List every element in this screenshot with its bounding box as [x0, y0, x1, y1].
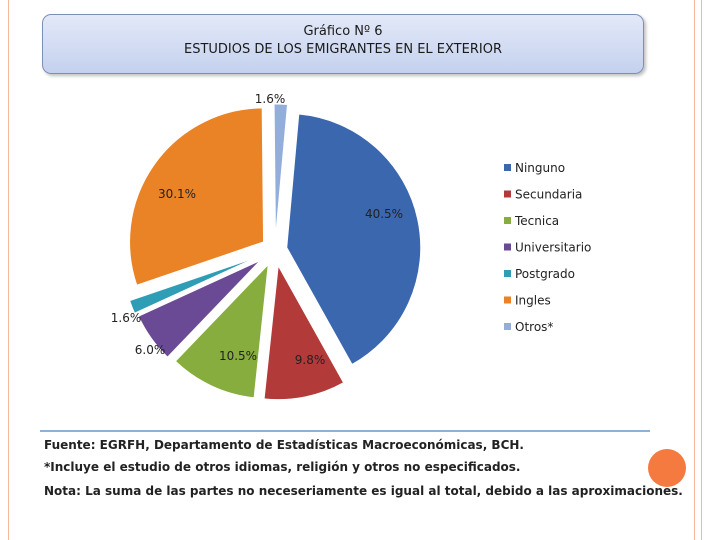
legend-label: Ingles	[515, 294, 551, 308]
chart-title: ESTUDIOS DE LOS EMIGRANTES EN EL EXTERIO…	[184, 42, 502, 57]
right-border-line-2	[701, 0, 702, 540]
data-label-otros: 1.6%	[255, 92, 286, 106]
pie-slice-universitario	[137, 259, 261, 358]
footnote-rounding: Nota: La suma de las partes no neceseria…	[44, 484, 683, 498]
pie-slice-postgrado	[128, 256, 257, 314]
chart-title-number: Gráfico Nº 6	[303, 24, 383, 39]
legend: Ninguno Secundaria Tecnica Universitario Pos…	[504, 161, 591, 334]
pie-slice-ninguno	[286, 113, 422, 366]
legend-label: Otros*	[515, 320, 553, 334]
data-label-tecnica: 10.5%	[219, 349, 257, 363]
pie-slices	[128, 103, 422, 401]
legend-swatch	[504, 270, 511, 277]
decorative-circle	[648, 449, 686, 487]
right-border-line-1	[694, 0, 695, 540]
legend-label: Ninguno	[515, 161, 565, 175]
legend-swatch	[504, 164, 511, 171]
pie-chart: 40.5% 9.8% 10.5% 6.0% 1.6% 30.1% 1.6% Ninguno S…	[111, 92, 591, 401]
legend-swatch	[504, 243, 511, 251]
legend-swatch	[504, 217, 511, 224]
pie-slice-ingles	[129, 107, 265, 286]
data-label-postgrado: 1.6%	[111, 311, 142, 325]
data-label-universitario: 6.0%	[135, 343, 166, 357]
legend-label: Secundaria	[515, 188, 582, 202]
footer-divider	[40, 430, 650, 432]
left-border-line	[8, 0, 9, 540]
footnote-otros: *Incluye el estudio de otros idiomas, re…	[44, 460, 521, 474]
data-label-ingles: 30.1%	[158, 187, 196, 201]
data-label-secundaria: 9.8%	[295, 353, 326, 367]
pie-slice-tecnica	[174, 263, 269, 399]
legend-swatch	[504, 296, 511, 304]
legend-swatch	[504, 323, 511, 330]
pie-slice-otros	[273, 103, 289, 239]
pie-slice-secundaria	[263, 264, 345, 401]
legend-swatch	[504, 190, 511, 198]
chart-title-box: Gráfico Nº 6 ESTUDIOS DE LOS EMIGRANTES …	[42, 14, 644, 74]
data-label-ninguno: 40.5%	[365, 207, 403, 221]
data-labels: 40.5% 9.8% 10.5% 6.0% 1.6% 30.1% 1.6%	[111, 92, 403, 367]
legend-label: Universitario	[515, 241, 591, 255]
legend-label: Postgrado	[515, 267, 575, 281]
legend-label: Tecnica	[514, 214, 559, 228]
source-note: Fuente: EGRFH, Departamento de Estadísti…	[44, 438, 524, 452]
